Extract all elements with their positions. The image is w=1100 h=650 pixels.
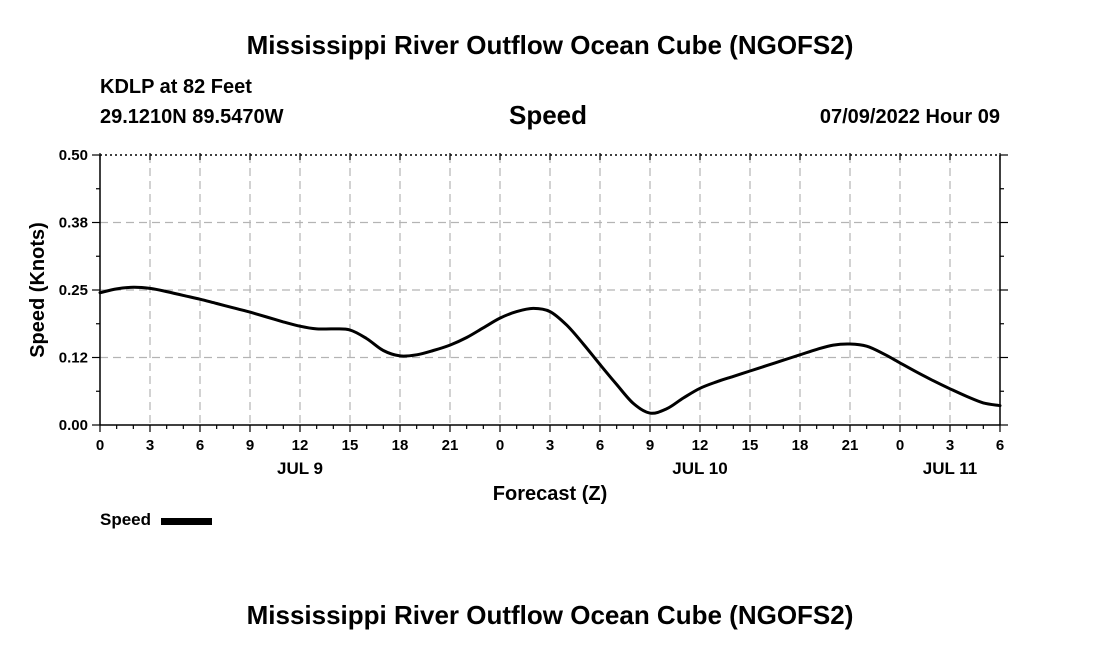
station-label: KDLP at 82 Feet xyxy=(100,76,252,98)
x-tick-label-10: 6 xyxy=(596,437,604,454)
x-tick-label-18: 6 xyxy=(996,437,1004,454)
x-tick-label-5: 15 xyxy=(342,437,359,454)
y-axis-label: Speed (Knots) xyxy=(27,222,49,358)
x-tick-label-1: 3 xyxy=(146,437,154,454)
forecast-datetime: 07/09/2022 Hour 09 xyxy=(819,106,1000,128)
x-tick-label-11: 9 xyxy=(646,437,654,454)
series-line-speed xyxy=(98,285,1002,415)
x-tick-label-8: 0 xyxy=(496,437,504,454)
x-tick-label-2: 6 xyxy=(196,437,204,454)
day-label-2: JUL 11 xyxy=(923,459,978,478)
station-coordinates: 29.1210N 89.5470W xyxy=(100,106,284,128)
y-tick-label-0: 0.00 xyxy=(59,417,88,434)
x-tick-label-17: 3 xyxy=(946,437,954,454)
footer-title: Mississippi River Outflow Ocean Cube (NG… xyxy=(246,600,854,630)
legend-label: Speed xyxy=(100,510,152,529)
x-tick-label-14: 18 xyxy=(792,437,809,454)
plot-title: Speed xyxy=(509,100,588,130)
grid-lines xyxy=(100,154,1000,425)
y-tick-label-2: 0.25 xyxy=(59,282,88,299)
x-tick-label-16: 0 xyxy=(896,437,904,454)
x-tick-label-3: 9 xyxy=(246,437,254,454)
x-tick-label-15: 21 xyxy=(842,437,859,454)
x-tick-label-9: 3 xyxy=(546,437,554,454)
tick-labels: 0 3 6 9 12 15 18 21 0 3 6 9 12 15 18 21 0 3 6 0.00 0.12 0.25 0… xyxy=(59,147,1004,478)
legend-swatch xyxy=(161,518,212,525)
x-tick-label-6: 18 xyxy=(392,437,409,454)
chart-main-title: Mississippi River Outflow Ocean Cube (NG… xyxy=(246,30,854,60)
day-label-0: JUL 9 xyxy=(277,459,323,478)
x-tick-label-13: 15 xyxy=(742,437,759,454)
x-tick-label-12: 12 xyxy=(692,437,709,454)
y-tick-label-4: 0.50 xyxy=(59,147,88,164)
x-axis-label: Forecast (Z) xyxy=(493,483,607,505)
day-label-1: JUL 10 xyxy=(672,459,727,478)
x-tick-label-0: 0 xyxy=(96,437,104,454)
data-series xyxy=(98,285,1002,415)
y-tick-label-3: 0.38 xyxy=(59,215,88,232)
y-tick-label-1: 0.12 xyxy=(59,350,88,367)
tick-marks xyxy=(92,153,1008,432)
x-tick-label-7: 21 xyxy=(442,437,459,454)
x-tick-label-4: 12 xyxy=(292,437,309,454)
